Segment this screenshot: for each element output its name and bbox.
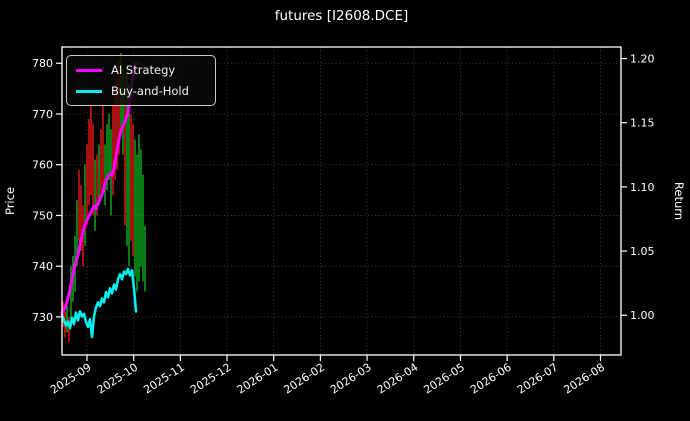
ai-strategy-line bbox=[60, 62, 138, 315]
buy-and-hold-line bbox=[60, 267, 138, 339]
date-tick-labels: 2025-09 2025-10 2025-11 2025-12 2026-01 2026-… bbox=[48, 361, 607, 397]
date-tick-label: 2026-07 bbox=[515, 361, 561, 397]
ai-strategy-swatch bbox=[76, 68, 102, 72]
date-tick-label: 2026-05 bbox=[421, 361, 467, 397]
date-tick-label: 2026-06 bbox=[468, 361, 514, 397]
price-tick-label: 730 bbox=[32, 311, 53, 324]
date-tick-label: 2025-09 bbox=[48, 361, 94, 397]
axis-ticks bbox=[56, 57, 627, 361]
date-tick-label: 2025-11 bbox=[141, 361, 187, 397]
return-tick-label: 1.10 bbox=[630, 181, 655, 194]
date-tick-label: 2025-10 bbox=[95, 361, 141, 397]
price-tick-label: 780 bbox=[32, 57, 53, 70]
legend-item-buy-and-hold: Buy-and-Hold bbox=[76, 84, 205, 98]
price-tick-labels: 780 770 760 750 740 730 bbox=[32, 57, 53, 324]
price-tick-label: 740 bbox=[32, 260, 53, 273]
price-tick-label: 770 bbox=[32, 108, 53, 121]
return-tick-label: 1.05 bbox=[630, 245, 655, 258]
legend-label: Buy-and-Hold bbox=[111, 84, 189, 98]
date-tick-label: 2026-02 bbox=[281, 361, 327, 397]
return-tick-label: 1.15 bbox=[630, 117, 655, 130]
legend-label: AI Strategy bbox=[111, 63, 176, 77]
date-tick-label: 2026-08 bbox=[561, 361, 607, 397]
return-axis-label: Return bbox=[672, 182, 686, 220]
price-tick-label: 760 bbox=[32, 159, 53, 172]
price-tick-label: 750 bbox=[32, 209, 53, 222]
return-tick-label: 1.00 bbox=[630, 309, 655, 322]
buy-and-hold-swatch bbox=[76, 89, 102, 93]
legend: AI Strategy Buy-and-Hold bbox=[66, 55, 216, 106]
legend-item-ai-strategy: AI Strategy bbox=[76, 63, 205, 77]
plot-border bbox=[61, 46, 622, 356]
return-tick-label: 1.20 bbox=[630, 53, 655, 66]
date-tick-label: 2025-12 bbox=[188, 361, 234, 397]
date-tick-label: 2026-03 bbox=[328, 361, 374, 397]
price-axis-label: Price bbox=[3, 187, 17, 215]
return-tick-labels: 1.20 1.15 1.10 1.05 1.00 bbox=[630, 53, 655, 323]
date-tick-label: 2026-01 bbox=[235, 361, 281, 397]
date-tick-label: 2026-04 bbox=[375, 361, 421, 397]
chart-title: futures [I2608.DCE] bbox=[274, 8, 409, 24]
